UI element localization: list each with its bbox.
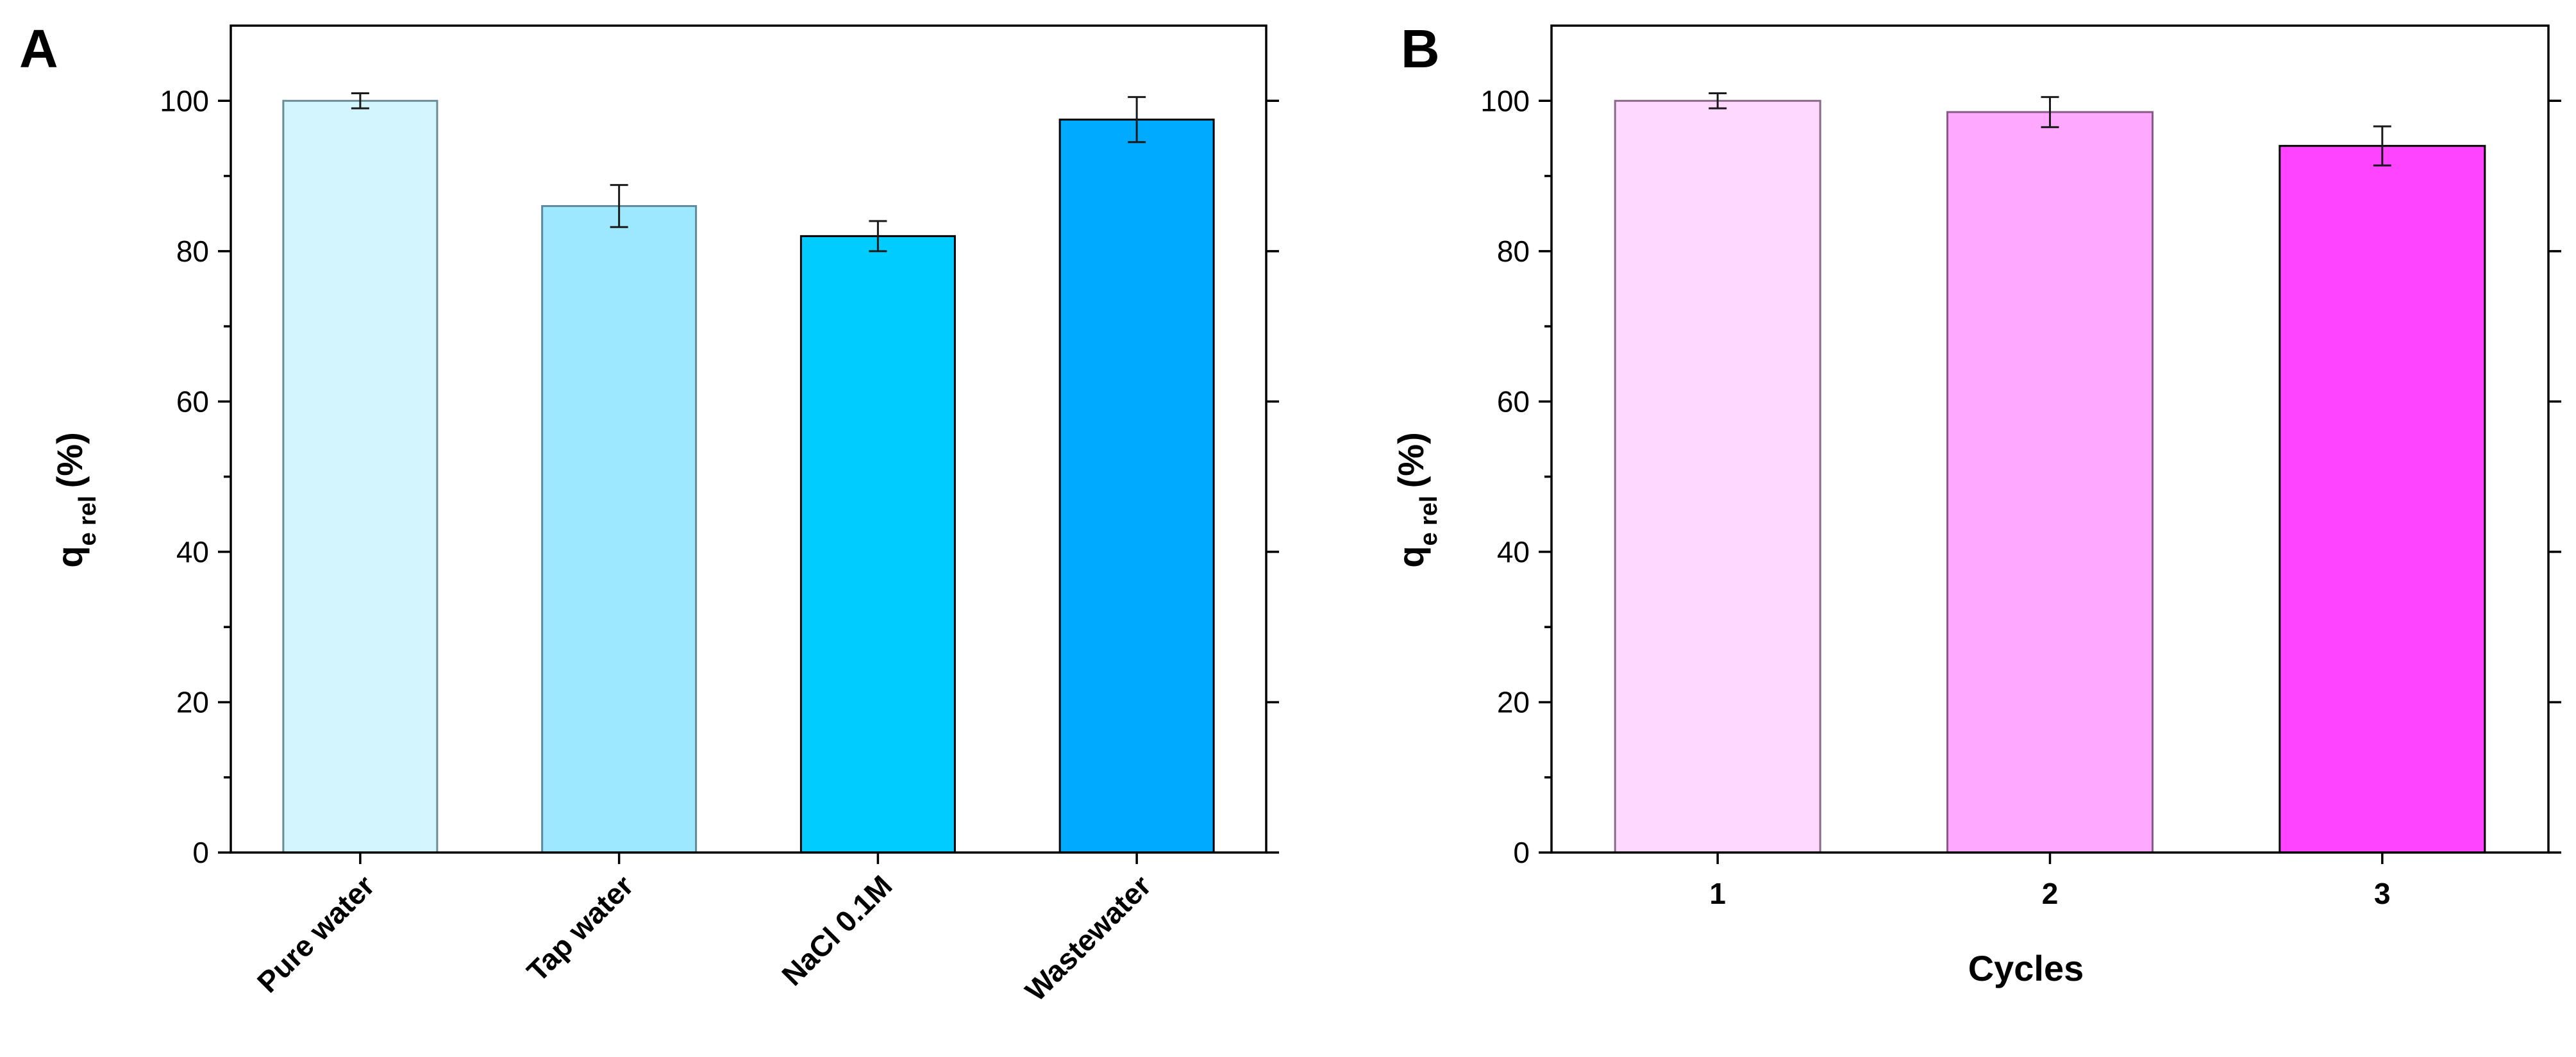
panel-b-x-tick-label-1: 1 <box>1709 877 1726 910</box>
panel-a-x-tick-label-3: NaCl 0.1M <box>775 869 898 992</box>
panel-b-y-tick-label-80: 80 <box>1497 235 1530 268</box>
panel-b-y-axis-title: qe rel (%) <box>1391 432 1443 567</box>
panel-a-y-tick-label-80: 80 <box>176 235 209 268</box>
panel-b-x-tick-label-3: 3 <box>2374 877 2391 910</box>
panel-a-bar-3 <box>799 235 956 854</box>
panel-b-y-tick-label-60: 60 <box>1497 385 1530 418</box>
panel-a-bar-4 <box>1058 119 1215 854</box>
panel-a-y-axis-title-main: q <box>49 546 90 568</box>
panel-a-y-tick-label-0: 0 <box>192 836 209 869</box>
panel-b-y-tick-label-20: 20 <box>1497 685 1530 719</box>
panel-a-y-tick-label-20: 20 <box>176 685 209 719</box>
panel-b-letter: B <box>1401 19 1440 79</box>
panel-b-y-tick-label-40: 40 <box>1497 535 1530 569</box>
panel-a-y-axis-title: qe rel (%) <box>49 432 101 567</box>
panel-b-axes-frame <box>1550 24 2550 854</box>
panel-b-x-tick-label-2: 2 <box>2042 877 2059 910</box>
panel-a-chart: A qe rel (%) Pure water Tap water NaCl 0.1M… <box>19 19 1279 1008</box>
panel-b-bar-2 <box>1946 111 2154 854</box>
panel-a-y-tick-label-40: 40 <box>176 535 209 569</box>
panel-b-chart: B qe rel (%) Cycles 1 2 3 0 20 40 60 80 100 <box>1391 19 2561 988</box>
panel-b-y-tick-label-100: 100 <box>1480 84 1530 117</box>
panel-a-letter: A <box>19 19 58 79</box>
panel-b-bar-3 <box>2279 145 2486 854</box>
panel-a-y-axis-title-sub: e rel <box>74 495 101 545</box>
panel-b-y-tick-label-0: 0 <box>1513 836 1530 869</box>
panel-b-y-axis-title-unit: (%) <box>1391 432 1431 488</box>
panel-a-x-tick-label-2: Tap water <box>521 869 640 988</box>
panel-a-y-axis-title-unit: (%) <box>49 432 90 488</box>
panel-a-y-tick-label-100: 100 <box>160 84 209 117</box>
panel-b-y-axis-title-main: q <box>1391 546 1431 568</box>
panel-a-y-tick-label-60: 60 <box>176 385 209 418</box>
panel-a-x-tick-label-1: Pure water <box>251 869 381 999</box>
panel-a-bar-2 <box>541 204 698 854</box>
panel-a-x-tick-label-4: Wastewater <box>1019 869 1157 1007</box>
panel-b-y-axis-title-sub: e rel <box>1416 495 1443 545</box>
panel-b-x-axis-title: Cycles <box>1968 948 2084 988</box>
panel-b-bar-1 <box>1614 99 1821 854</box>
panel-a-axes-frame <box>230 24 1267 854</box>
panel-a-bar-1 <box>282 99 439 854</box>
